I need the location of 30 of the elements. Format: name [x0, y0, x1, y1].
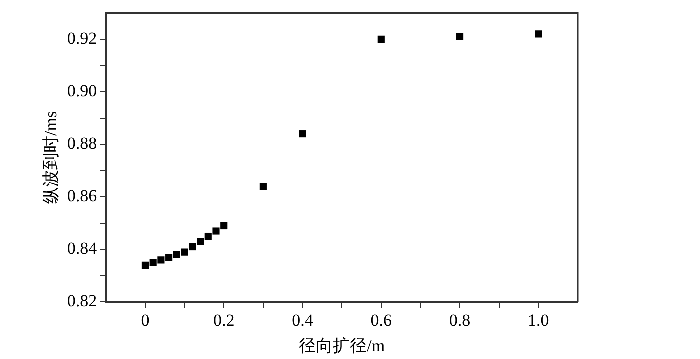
x-tick-label: 0.6 — [370, 310, 392, 330]
point — [166, 254, 173, 262]
point — [189, 243, 196, 251]
point — [535, 30, 542, 38]
point — [158, 256, 165, 264]
x-tick-label: 0.2 — [213, 310, 235, 330]
y-axis-title: 纵波到时/ms — [42, 111, 61, 204]
point — [299, 130, 306, 138]
point — [181, 248, 188, 256]
x-axis-title: 径向扩径/m — [299, 336, 386, 356]
y-tick-label: 0.86 — [67, 186, 98, 206]
y-tick-label: 0.92 — [67, 28, 98, 48]
y-tick-label: 0.84 — [67, 239, 98, 258]
y-tick-label: 0.90 — [67, 81, 98, 100]
point — [220, 222, 228, 230]
point — [378, 36, 385, 44]
point — [204, 232, 212, 240]
point — [142, 262, 150, 269]
y-tick-label: 0.88 — [67, 134, 98, 154]
y-tick-label: 0.82 — [67, 292, 98, 311]
point — [212, 228, 220, 235]
point — [150, 259, 157, 266]
x-tick-label: 1.0 — [528, 310, 550, 330]
x-tick-label: 0.8 — [449, 310, 471, 330]
x-tick-label: 0.4 — [292, 310, 314, 330]
point — [456, 33, 464, 40]
point — [260, 183, 267, 190]
point — [173, 251, 180, 258]
x-tick-label: 0 — [141, 310, 150, 330]
point — [196, 238, 204, 246]
